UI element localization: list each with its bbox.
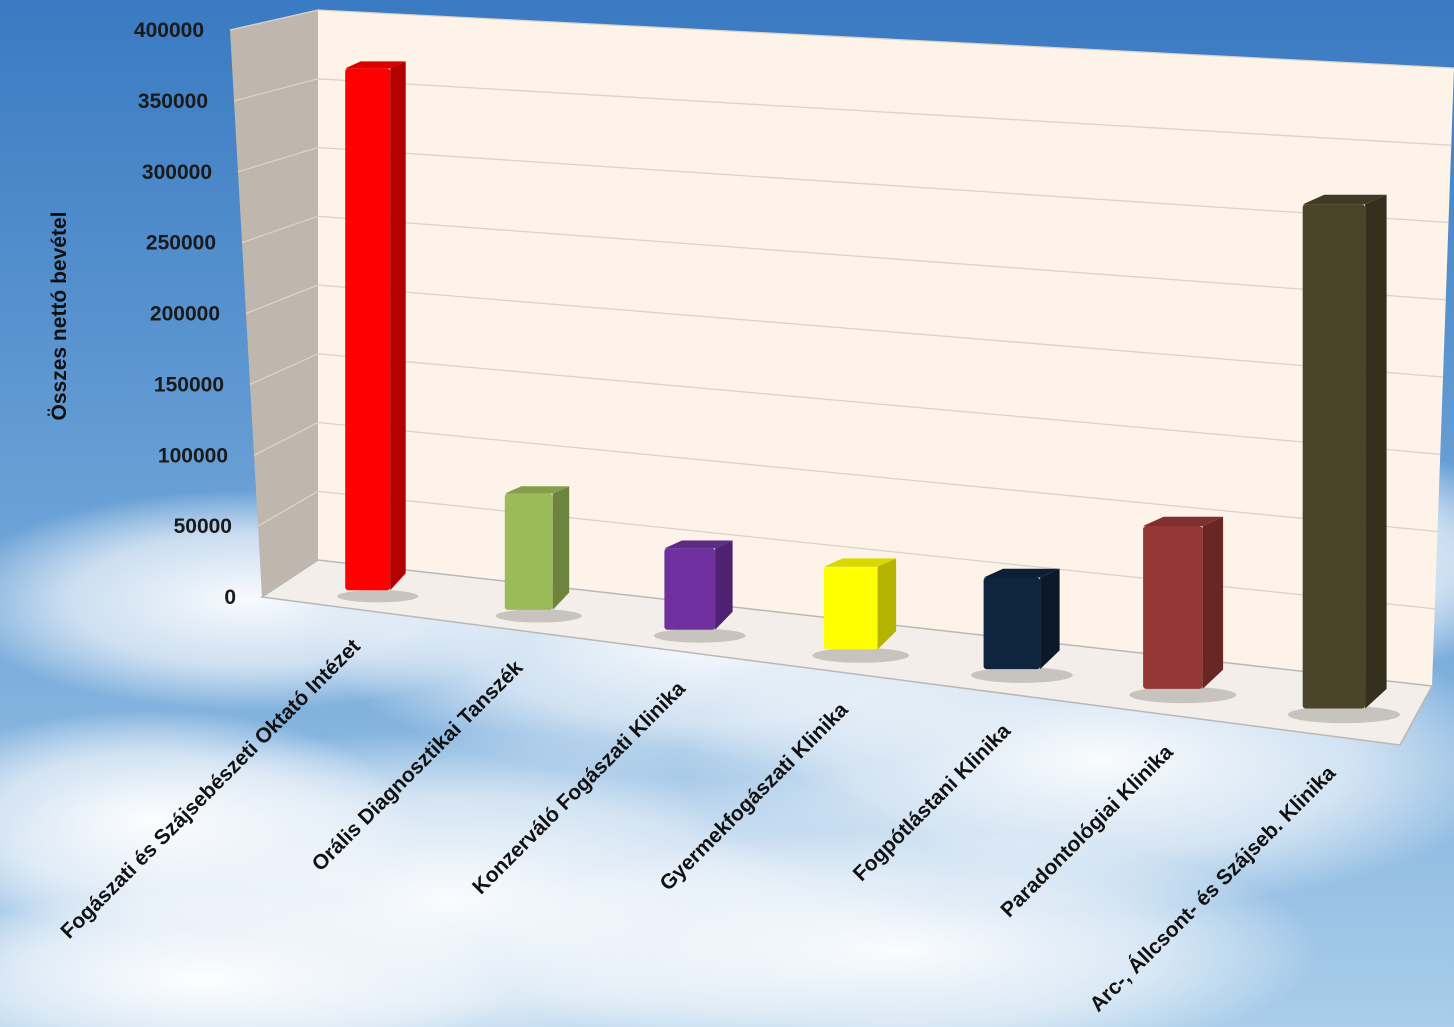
bar-front-face bbox=[504, 493, 553, 610]
y-tick-label: 300000 bbox=[142, 161, 212, 184]
bar-side-face bbox=[715, 540, 733, 630]
bar-shadow bbox=[337, 590, 419, 603]
bar-side-face bbox=[1202, 516, 1224, 689]
gridline-250000 bbox=[241, 215, 1446, 301]
bar-front-face bbox=[1143, 526, 1203, 689]
bar-side-face bbox=[877, 558, 897, 650]
bar-top-face bbox=[824, 558, 897, 567]
bar-shadow bbox=[812, 648, 910, 663]
bar-side-face bbox=[1365, 194, 1387, 709]
bar-front-face bbox=[824, 566, 878, 650]
y-tick-label: 350000 bbox=[138, 90, 208, 113]
bar-2 bbox=[654, 540, 746, 643]
bar-shadow bbox=[1287, 706, 1400, 724]
bar-shadow bbox=[654, 628, 746, 643]
bar-top-face bbox=[1302, 194, 1387, 205]
cloud-7 bbox=[0, 890, 520, 1027]
bar-front-face bbox=[664, 548, 716, 630]
bar-3 bbox=[812, 558, 910, 663]
bar-shadow bbox=[970, 667, 1073, 683]
bar-shadow bbox=[1129, 686, 1237, 704]
gridline-200000 bbox=[245, 284, 1444, 378]
y-tick-label: 250000 bbox=[146, 232, 216, 255]
gridline-400000 bbox=[229, 9, 1454, 69]
bar-top-face bbox=[345, 61, 406, 69]
bar-top-face bbox=[504, 486, 570, 494]
bar-side-face bbox=[1040, 568, 1060, 670]
y-tick-label: 150000 bbox=[154, 373, 224, 396]
y-axis-title: Összes nettó bevétel bbox=[48, 212, 71, 421]
y-tick-label: 400000 bbox=[134, 19, 204, 42]
side-wall bbox=[230, 10, 318, 597]
bar-side-face bbox=[390, 61, 406, 591]
gridline-100000 bbox=[253, 421, 1438, 533]
bar-5 bbox=[1129, 516, 1237, 704]
bar-shadow bbox=[495, 609, 582, 623]
y-tick-label: 0 bbox=[224, 586, 236, 609]
y-axis-ticks: 0 50000 100000 150000 200000 250000 300000 3500… bbox=[134, 19, 236, 609]
bar-front-face bbox=[345, 68, 391, 591]
bars bbox=[337, 61, 1400, 724]
bar-top-face bbox=[983, 568, 1060, 578]
gridline-50000 bbox=[257, 490, 1435, 610]
bar-4 bbox=[970, 568, 1073, 683]
bar-top-face bbox=[1143, 516, 1224, 526]
gridlines bbox=[229, 9, 1454, 610]
gridline-150000 bbox=[249, 353, 1441, 455]
bar-front-face bbox=[1302, 204, 1365, 709]
bar-6 bbox=[1287, 194, 1400, 724]
y-tick-label: 100000 bbox=[158, 444, 228, 467]
cloud-6 bbox=[480, 830, 1320, 1027]
gridline-300000 bbox=[237, 146, 1449, 224]
y-tick-label: 50000 bbox=[174, 515, 232, 538]
bar-top-face bbox=[664, 540, 733, 549]
gridline-350000 bbox=[233, 78, 1452, 146]
bar-side-face bbox=[552, 486, 570, 610]
bar-front-face bbox=[983, 577, 1041, 670]
bar-1 bbox=[495, 486, 582, 623]
cloud-4 bbox=[0, 710, 410, 930]
y-tick-label: 200000 bbox=[150, 303, 220, 326]
bar-0 bbox=[337, 61, 419, 603]
